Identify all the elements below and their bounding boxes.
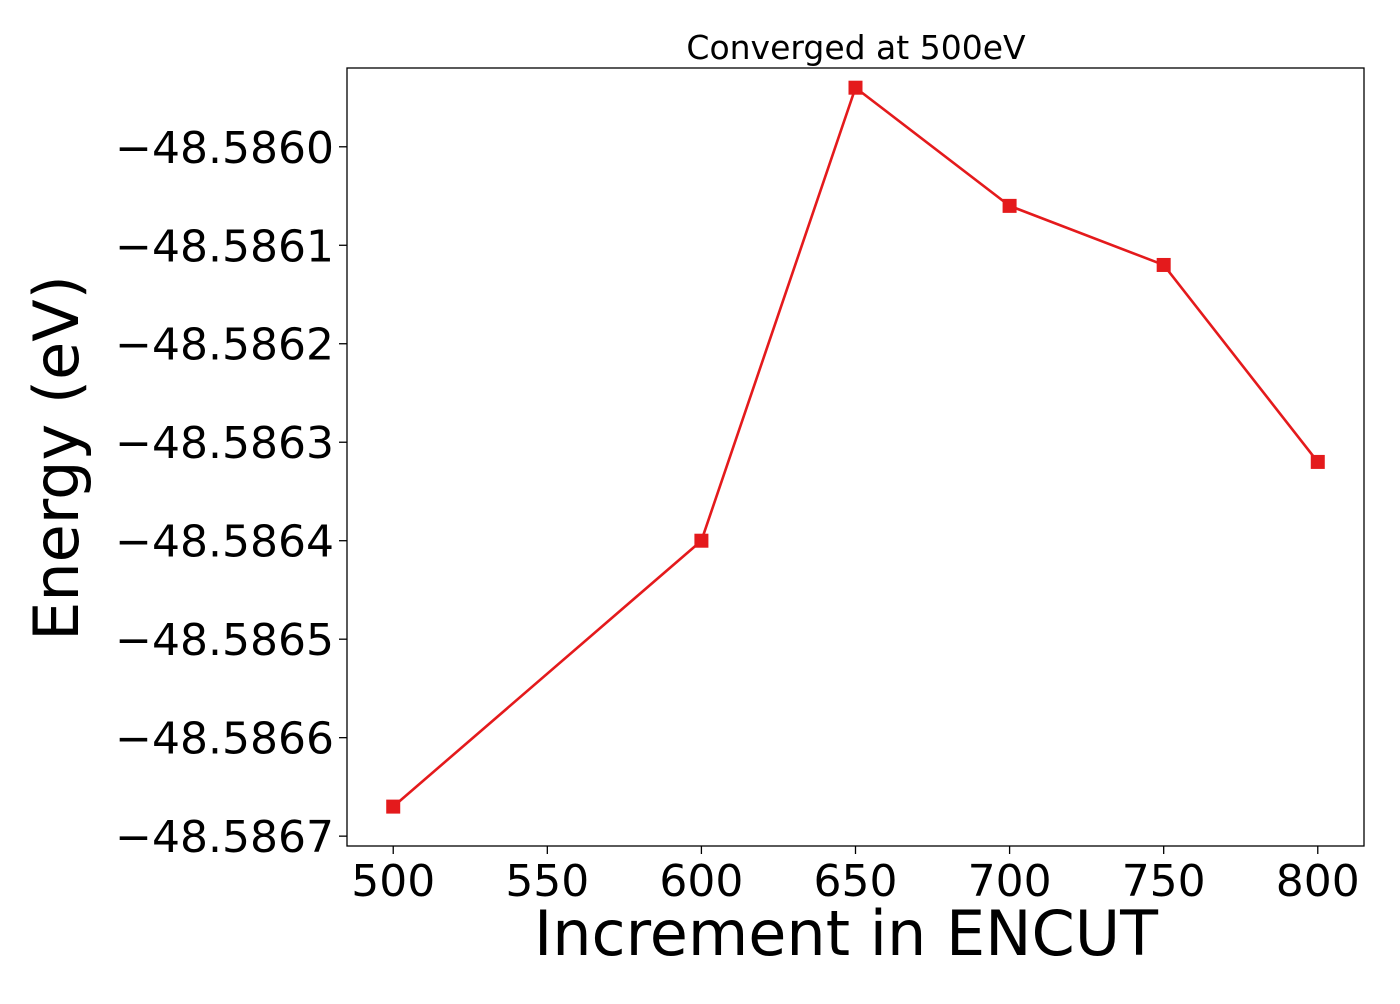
x-tick-label: 600: [659, 856, 743, 907]
data-point-marker: [386, 799, 401, 814]
y-tick-label: −48.5865: [115, 615, 334, 666]
chart-title: Converged at 500eV: [686, 28, 1026, 67]
data-point-marker: [848, 80, 863, 95]
x-axis-label: Increment in ENCUT: [534, 897, 1159, 970]
x-tick-label: 500: [351, 856, 435, 907]
x-tick-label: 800: [1276, 856, 1360, 907]
x-axis: 500 550 600 650 700 750 800: [351, 846, 1360, 907]
y-tick-label: −48.5866: [115, 714, 334, 765]
y-axis-label: Energy (eV): [20, 275, 93, 641]
x-tick-label: 550: [505, 856, 589, 907]
data-point-marker: [1310, 454, 1325, 469]
y-tick-label: −48.5861: [115, 221, 334, 272]
y-tick-label: −48.5867: [115, 812, 334, 863]
data-point-marker: [1002, 198, 1017, 213]
series-line: [392, 85, 1319, 808]
x-tick-label: 650: [814, 856, 898, 907]
plot-frame: [346, 67, 1365, 847]
data-point-marker: [694, 533, 709, 548]
y-tick-label: −48.5863: [115, 418, 334, 469]
data-point-marker: [1156, 257, 1171, 272]
x-tick-label: 750: [1122, 856, 1206, 907]
y-axis: −48.5860 −48.5861 −48.5862 −48.5863 −48.5864…: [115, 123, 347, 863]
plot-area: [386, 80, 1325, 814]
y-tick-label: −48.5862: [115, 320, 334, 371]
x-tick-label: 700: [968, 856, 1052, 907]
y-tick-label: −48.5864: [115, 517, 334, 568]
y-tick-label: −48.5860: [115, 123, 334, 174]
